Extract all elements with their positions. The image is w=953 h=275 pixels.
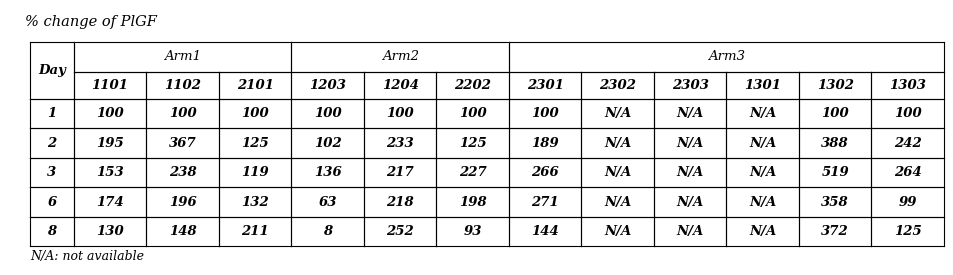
Text: 211: 211 — [241, 225, 269, 238]
Text: 125: 125 — [458, 137, 486, 150]
Text: 132: 132 — [241, 196, 269, 209]
Text: 252: 252 — [386, 225, 414, 238]
Text: 388: 388 — [821, 137, 848, 150]
Text: 100: 100 — [458, 107, 486, 120]
Text: N/A: N/A — [676, 107, 703, 120]
Text: 130: 130 — [96, 225, 124, 238]
Text: 217: 217 — [386, 166, 414, 179]
Text: N/A: N/A — [603, 107, 631, 120]
Text: N/A: N/A — [603, 196, 631, 209]
Text: 8: 8 — [323, 225, 332, 238]
Text: 195: 195 — [96, 137, 124, 150]
Text: 2301: 2301 — [526, 79, 563, 92]
Text: 100: 100 — [169, 107, 196, 120]
Text: N/A: N/A — [603, 137, 631, 150]
Text: N/A: N/A — [748, 137, 776, 150]
Text: 1303: 1303 — [888, 79, 925, 92]
Text: N/A: N/A — [748, 225, 776, 238]
Text: 218: 218 — [386, 196, 414, 209]
Text: 125: 125 — [241, 137, 269, 150]
Text: 264: 264 — [893, 166, 921, 179]
Text: 153: 153 — [96, 166, 124, 179]
Text: 227: 227 — [458, 166, 486, 179]
Text: 372: 372 — [821, 225, 848, 238]
Text: 2302: 2302 — [598, 79, 636, 92]
Text: 2202: 2202 — [454, 79, 491, 92]
Text: N/A: N/A — [676, 196, 703, 209]
Text: 2303: 2303 — [671, 79, 708, 92]
Text: 519: 519 — [821, 166, 848, 179]
Text: 6: 6 — [48, 196, 56, 209]
Text: Arm1: Arm1 — [164, 51, 201, 64]
Text: 144: 144 — [531, 225, 558, 238]
Text: % change of PlGF: % change of PlGF — [25, 15, 156, 29]
Text: Arm2: Arm2 — [381, 51, 418, 64]
Text: 2: 2 — [48, 137, 56, 150]
Text: 233: 233 — [386, 137, 414, 150]
Text: N/A: N/A — [748, 166, 776, 179]
Text: N/A: N/A — [676, 137, 703, 150]
Text: 100: 100 — [531, 107, 558, 120]
Text: 8: 8 — [48, 225, 56, 238]
Text: 93: 93 — [463, 225, 481, 238]
Text: 196: 196 — [169, 196, 196, 209]
Text: Arm3: Arm3 — [707, 51, 744, 64]
Text: N/A: N/A — [676, 166, 703, 179]
Text: N/A: N/A — [603, 166, 631, 179]
Text: 358: 358 — [821, 196, 848, 209]
Text: 266: 266 — [531, 166, 558, 179]
Text: 100: 100 — [314, 107, 341, 120]
Text: 242: 242 — [893, 137, 921, 150]
Text: 198: 198 — [458, 196, 486, 209]
Text: 1301: 1301 — [743, 79, 781, 92]
Text: 100: 100 — [96, 107, 124, 120]
Text: 1302: 1302 — [816, 79, 853, 92]
Text: 238: 238 — [169, 166, 196, 179]
Text: 1204: 1204 — [381, 79, 418, 92]
Text: N/A: N/A — [748, 196, 776, 209]
Text: 136: 136 — [314, 166, 341, 179]
Text: 63: 63 — [318, 196, 336, 209]
Text: 3: 3 — [48, 166, 56, 179]
Text: 100: 100 — [241, 107, 269, 120]
Text: 271: 271 — [531, 196, 558, 209]
Text: 100: 100 — [386, 107, 414, 120]
Text: 1: 1 — [48, 107, 56, 120]
Text: 189: 189 — [531, 137, 558, 150]
Text: N/A: N/A — [603, 225, 631, 238]
Text: 174: 174 — [96, 196, 124, 209]
Text: 100: 100 — [893, 107, 921, 120]
Text: 102: 102 — [314, 137, 341, 150]
Text: N/A: N/A — [676, 225, 703, 238]
Text: 367: 367 — [169, 137, 196, 150]
Text: 99: 99 — [898, 196, 916, 209]
Text: Day: Day — [38, 64, 66, 77]
Text: 2101: 2101 — [236, 79, 274, 92]
Text: 1101: 1101 — [91, 79, 129, 92]
Text: 100: 100 — [821, 107, 848, 120]
Text: N/A: N/A — [748, 107, 776, 120]
Text: 125: 125 — [893, 225, 921, 238]
Text: N/A: not available: N/A: not available — [30, 251, 144, 263]
Text: 1203: 1203 — [309, 79, 346, 92]
Text: 1102: 1102 — [164, 79, 201, 92]
Text: 119: 119 — [241, 166, 269, 179]
Text: 148: 148 — [169, 225, 196, 238]
